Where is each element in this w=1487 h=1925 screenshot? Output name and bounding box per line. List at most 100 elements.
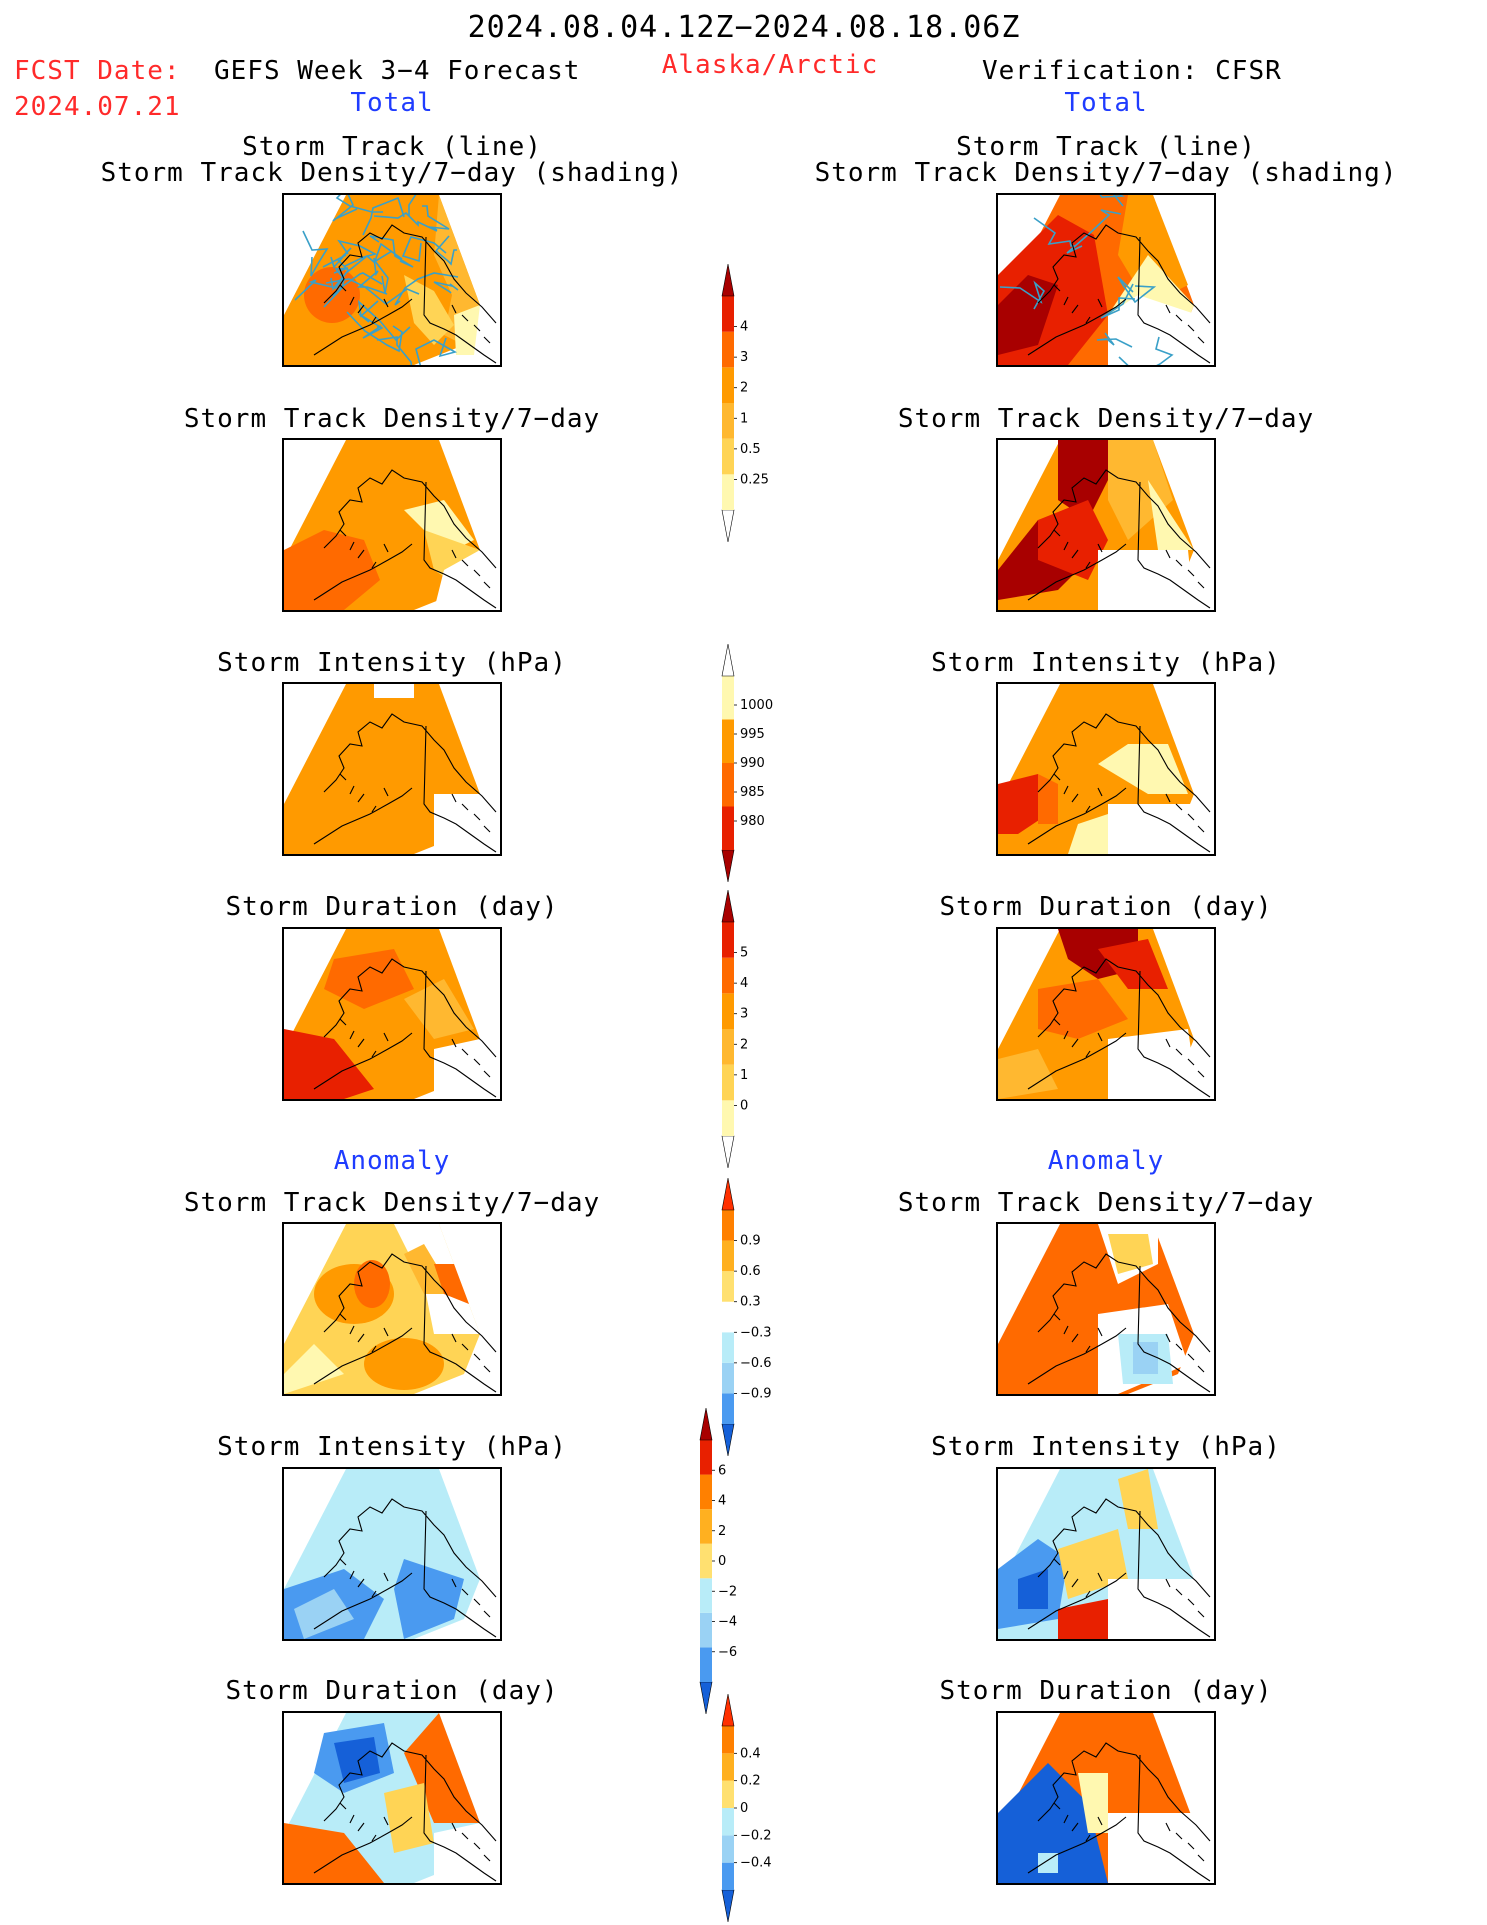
forecast-total-duration-map-region-3	[404, 979, 474, 1039]
colorbar-density-anomaly-seg-2	[722, 1362, 734, 1394]
colorbar-duration-anomaly-tip-low	[721, 1889, 735, 1923]
forecast-total-intensity-map-coastline	[313, 713, 497, 853]
forecast-anomaly-density-map-region-3	[434, 1264, 469, 1304]
colorbar-intensity-anomaly-tip-low	[699, 1681, 713, 1715]
right-track-title-2: Storm Track Density/7−day (shading)	[814, 158, 1398, 188]
colorbar-duration-anomaly: −0.4 −0.2 0 0.2 0.4	[721, 1693, 772, 1923]
verification-anomaly-duration-map-region-3	[1078, 1773, 1108, 1833]
colorbar-intensity-anomaly-seg-3	[700, 1578, 712, 1613]
verification-anomaly-intensity-map-region-5	[1118, 1469, 1158, 1529]
forecast-total-track-map-track-11	[362, 196, 405, 236]
colorbar-duration-anomaly-tick-label-4: 0.4	[740, 1746, 761, 1761]
verification-total-density-map-region-1	[1058, 440, 1108, 520]
colorbar-intensity-total-tip-high	[721, 643, 735, 677]
verification-total-density-map-region-4	[1108, 440, 1173, 540]
verification-anomaly-duration-map-region-1	[998, 1763, 1108, 1883]
colorbar-density-total-tick-label-1: 0.5	[740, 442, 761, 457]
colorbar-duration-total-seg-2	[722, 1064, 734, 1101]
forecast-total-track-map-track-20	[323, 267, 349, 308]
colorbar-duration-anomaly-tip-high	[721, 1693, 735, 1727]
forecast-total-density-map-coastline	[313, 469, 497, 609]
forecast-total-duration-map-region-2	[324, 949, 414, 1009]
left-track-title-1: Storm Track (line)	[242, 132, 542, 162]
colorbar-duration-anomaly-seg-1	[722, 1862, 734, 1890]
colorbar-density-anomaly-seg-1	[722, 1393, 734, 1424]
forecast-anomaly-intensity-map-region-3	[294, 1589, 354, 1639]
right-track-title-1: Storm Track (line)	[956, 132, 1256, 162]
right-anom-intensity-title: Storm Intensity (hPa)	[931, 1432, 1281, 1462]
verification-anomaly-duration-map-region-4	[1108, 1813, 1198, 1883]
colorbar-duration-total-tip-high	[721, 889, 735, 923]
verification-total-track-map	[996, 193, 1216, 367]
forecast-total-intensity-map-region-1	[374, 684, 414, 698]
colorbar-density-anomaly-seg-5	[722, 1271, 734, 1302]
forecast-total-track-map-track-9	[357, 299, 411, 342]
colorbar-duration-total-seg-3	[722, 1029, 734, 1065]
colorbar-intensity-anomaly-tick-label-3: 0	[718, 1554, 726, 1569]
forecast-total-track-map-track-10	[335, 195, 383, 213]
verification-total-density-map-region-5	[1098, 550, 1194, 610]
colorbar-duration-anomaly-tick-label-3: 0.2	[740, 1774, 761, 1789]
colorbar-duration-total-seg-5	[722, 957, 734, 994]
colorbar-intensity-anomaly-seg-5	[700, 1509, 712, 1544]
left-anom-density-title: Storm Track Density/7−day	[183, 1188, 601, 1218]
verification-total-intensity-map-region-4	[1108, 804, 1198, 854]
forecast-total-duration-map-coastline	[313, 958, 497, 1098]
colorbar-intensity-anomaly: −6 −4 −2 0 2 4 6	[699, 1407, 737, 1715]
colorbar-density-anomaly-tick-label-2: −0.3	[740, 1325, 772, 1340]
verification-total-density-map-region-3	[1038, 500, 1108, 580]
left-density-title: Storm Track Density/7−day	[183, 404, 601, 434]
right-duration-title: Storm Duration (day)	[939, 892, 1273, 922]
verification-total-label: Total	[1064, 88, 1148, 118]
verification-total-duration-map-region-3	[1038, 979, 1128, 1039]
fcst-date-label: FCST Date:	[14, 56, 181, 86]
colorbar-intensity-anomaly-tick-label-4: 2	[718, 1524, 726, 1539]
colorbar-intensity-anomaly-seg-2	[700, 1612, 712, 1648]
colorbar-duration-total-seg-1	[722, 1100, 734, 1136]
forecast-total-duration-map-region-1	[284, 1029, 374, 1099]
colorbar-intensity-total-seg-4	[722, 676, 734, 720]
verification-anomaly-intensity-map-coastline	[1027, 1498, 1211, 1638]
verification-total-intensity-map-region-1	[998, 774, 1048, 834]
forecast-total-track-map-track-22	[337, 239, 378, 267]
forecast-total-track-map-track-18	[422, 205, 450, 231]
verification-anomaly-density-map-region-2	[1108, 1234, 1153, 1274]
colorbar-duration-total-seg-4	[722, 993, 734, 1029]
colorbar-density-total-tip-high	[721, 263, 735, 297]
left-anom-intensity-title: Storm Intensity (hPa)	[217, 1432, 567, 1462]
forecast-total-track-map-region-1	[434, 195, 480, 345]
colorbar-intensity-total: 980 985 990 995 1000	[721, 643, 773, 883]
colorbar-intensity-total-seg-1	[722, 806, 734, 850]
left-duration-title: Storm Duration (day)	[225, 892, 559, 922]
fcst-date-value: 2024.07.21	[14, 92, 181, 122]
right-anom-duration-title: Storm Duration (day)	[939, 1676, 1273, 1706]
verification-anomaly-density-map-coastline	[1027, 1253, 1211, 1393]
forecast-anomaly-density-map-region-6	[364, 1338, 444, 1390]
verification-total-track-map-track-7	[1118, 336, 1174, 365]
verification-total-track-map-region-5	[998, 275, 1058, 355]
colorbar-density-anomaly-tick-label-4: 0.6	[740, 1264, 761, 1279]
colorbar-density-total-seg-3	[722, 403, 734, 439]
forecast-anomaly-duration-map-region-2	[334, 1737, 380, 1783]
forecast-total-track-map-track-19	[332, 195, 358, 222]
forecast-total-track-map-track-4	[369, 235, 414, 268]
colorbar-duration-total-tick-label-2: 2	[740, 1037, 748, 1052]
colorbar-density-anomaly-seg-3	[722, 1332, 734, 1363]
colorbar-intensity-anomaly-seg-6	[700, 1474, 712, 1510]
colorbar-duration-anomaly-tick-label-0: −0.4	[740, 1856, 772, 1871]
forecast-total-density-map-region-1	[284, 530, 380, 610]
verification-total-intensity-map-coastline	[1027, 713, 1211, 853]
verification-total-duration-map-region-4	[1108, 1029, 1198, 1099]
verification-anomaly-intensity-map-region-6	[1108, 1579, 1198, 1639]
left-intensity-title: Storm Intensity (hPa)	[217, 648, 567, 678]
forecast-total-track-map-track-21	[415, 337, 458, 365]
forecast-anomaly-duration-map	[282, 1711, 502, 1885]
colorbar-density-anomaly-tip-high	[721, 1177, 735, 1211]
forecast-total-track-map-region-4	[454, 305, 480, 355]
forecast-total-track-map-track-1	[408, 195, 417, 216]
date-range-title: 2024.08.04.12Z−2024.08.18.06Z	[467, 10, 1021, 45]
forecast-anomaly-density-map-coastline	[313, 1253, 497, 1393]
colorbar-density-anomaly-tick-label-3: 0.3	[740, 1295, 761, 1310]
colorbar-density-total-tick-label-5: 4	[740, 320, 748, 335]
colorbar-density-total-tick-label-3: 2	[740, 381, 748, 396]
